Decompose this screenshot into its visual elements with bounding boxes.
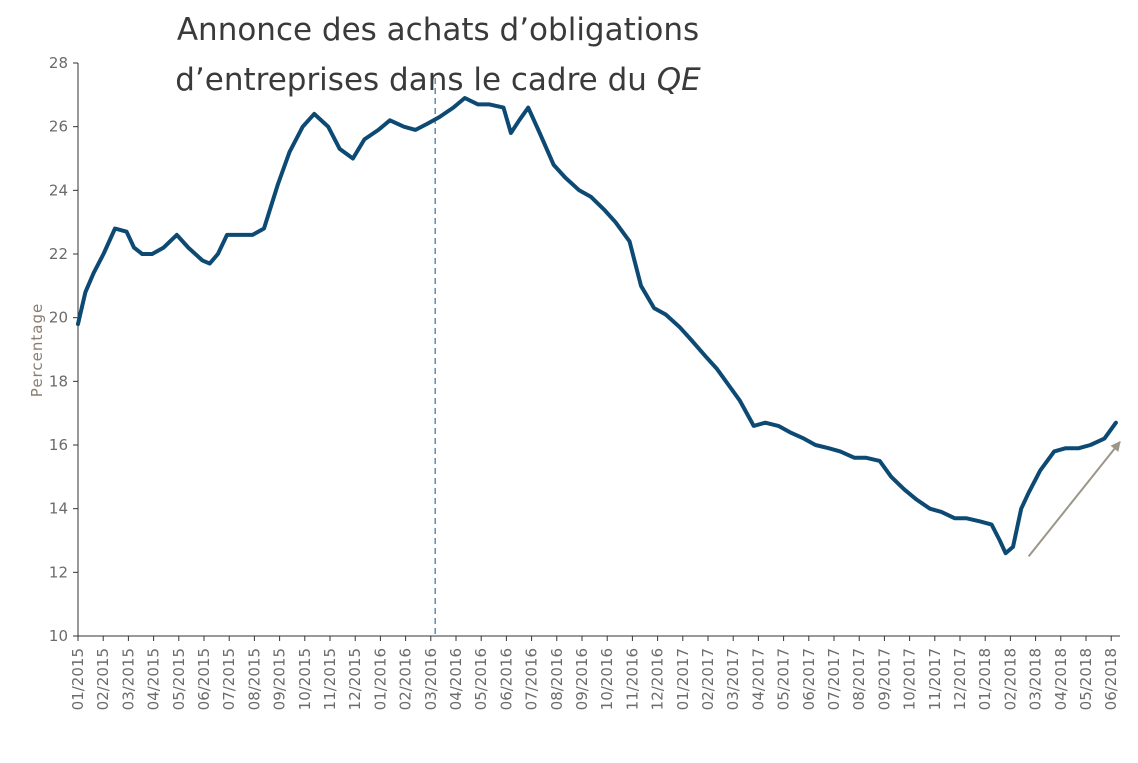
x-tick-label: 04/2016 <box>447 648 465 710</box>
x-tick-label: 08/2017 <box>850 648 868 710</box>
x-tick-label: 05/2016 <box>472 648 490 710</box>
x-tick-label: 03/2017 <box>724 648 742 710</box>
y-axis-ticks: 10 12 14 16 18 20 22 24 26 28 <box>49 54 78 645</box>
y-tick-label: 28 <box>49 54 68 72</box>
y-tick-label: 20 <box>49 309 68 327</box>
series-line <box>76 96 1118 556</box>
annotation-qe: QE <box>657 62 701 98</box>
x-tick-label: 05/2015 <box>170 648 188 710</box>
x-tick-label: 04/2015 <box>145 648 163 710</box>
x-tick-label: 11/2015 <box>321 648 339 710</box>
x-tick-label: 02/2016 <box>397 648 415 710</box>
x-tick-label: 12/2016 <box>649 648 667 710</box>
y-tick-label: 22 <box>49 245 68 263</box>
x-tick-label: 03/2018 <box>1027 648 1045 710</box>
x-tick-label: 08/2015 <box>245 648 263 710</box>
x-tick-label: 10/2016 <box>598 648 616 710</box>
series-layer <box>76 96 1118 556</box>
x-tick-label: 01/2015 <box>69 648 87 710</box>
x-tick-label: 10/2017 <box>901 648 919 710</box>
y-tick-label: 12 <box>49 563 68 581</box>
x-tick-label: 06/2015 <box>195 648 213 710</box>
trend-arrow <box>1027 441 1121 558</box>
x-tick-label: 09/2015 <box>271 648 289 710</box>
x-tick-label: 08/2016 <box>548 648 566 710</box>
x-tick-label: 01/2016 <box>371 648 389 710</box>
y-tick-label: 16 <box>49 436 68 454</box>
x-tick-label: 06/2017 <box>800 648 818 710</box>
x-tick-label: 02/2017 <box>699 648 717 710</box>
x-tick-label: 05/2017 <box>775 648 793 710</box>
annotation-line-2: d’entreprises dans le cadre du QE <box>175 62 701 98</box>
x-tick-label: 07/2016 <box>523 648 541 710</box>
y-tick-label: 14 <box>49 500 68 518</box>
x-tick-label: 04/2017 <box>749 648 767 710</box>
x-tick-label: 11/2017 <box>926 648 944 710</box>
annotation-line-1: Annonce des achats d’obligations <box>177 12 699 48</box>
x-tick-label: 04/2018 <box>1052 648 1070 710</box>
y-tick-label: 10 <box>49 627 68 645</box>
x-tick-label: 06/2016 <box>497 648 515 710</box>
x-tick-label: 02/2018 <box>1001 648 1019 710</box>
y-tick-label: 24 <box>49 181 68 199</box>
x-tick-label: 10/2015 <box>296 648 314 710</box>
x-axis-ticks: 01/2015 02/2015 03/2015 04/2015 05/2015 06/20… <box>69 636 1120 710</box>
y-tick-label: 26 <box>49 118 68 136</box>
x-tick-label: 03/2016 <box>422 648 440 710</box>
y-tick-label: 18 <box>49 372 68 390</box>
x-tick-label: 09/2017 <box>875 648 893 710</box>
x-tick-label: 07/2015 <box>220 648 238 710</box>
x-tick-label: 03/2015 <box>119 648 137 710</box>
x-tick-label: 06/2018 <box>1102 648 1120 710</box>
x-tick-label: 01/2017 <box>674 648 692 710</box>
x-tick-label: 12/2017 <box>951 648 969 710</box>
x-tick-label: 02/2015 <box>94 648 112 710</box>
x-tick-label: 12/2015 <box>346 648 364 710</box>
x-tick-label: 09/2016 <box>573 648 591 710</box>
y-axis-label: Percentage <box>28 303 46 397</box>
x-tick-label: 07/2017 <box>825 648 843 710</box>
x-tick-label: 01/2018 <box>976 648 994 710</box>
x-tick-label: 05/2018 <box>1077 648 1095 710</box>
annotation-line-2-text: d’entreprises dans le cadre du <box>175 62 657 98</box>
x-tick-label: 11/2016 <box>623 648 641 710</box>
